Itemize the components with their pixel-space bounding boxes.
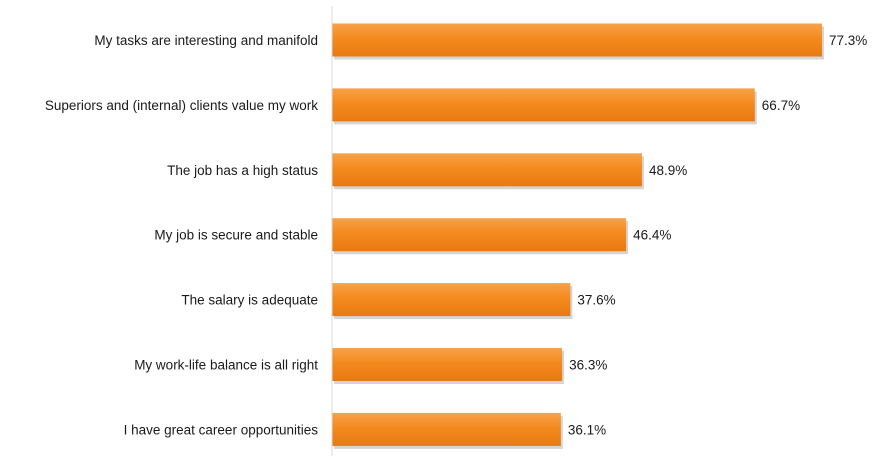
value-label: 66.7%	[762, 98, 800, 113]
bar	[332, 153, 642, 187]
category-label: The salary is adequate	[181, 293, 318, 308]
value-labels: 77.3% 66.7% 48.9% 46.4% 37.6% 36.3% 36.1%	[568, 33, 867, 437]
category-label: My work-life balance is all right	[134, 358, 318, 373]
bar	[332, 412, 561, 446]
category-label: I have great career opportunities	[124, 422, 319, 437]
bar	[332, 348, 563, 381]
category-label: My job is secure and stable	[154, 228, 318, 243]
bars	[332, 23, 822, 446]
value-label: 77.3%	[829, 33, 867, 48]
value-label: 36.3%	[569, 358, 607, 373]
category-label: My tasks are interesting and manifold	[94, 33, 318, 48]
bar	[332, 88, 755, 122]
bar	[332, 218, 627, 252]
category-label: Superiors and (internal) clients value m…	[45, 98, 318, 113]
value-label: 48.9%	[649, 163, 687, 178]
bar	[332, 23, 822, 57]
value-label: 36.1%	[568, 422, 606, 437]
value-label: 37.6%	[577, 293, 615, 308]
bar	[332, 283, 571, 317]
category-label: The job has a high status	[167, 163, 318, 178]
value-label: 46.4%	[633, 228, 671, 243]
category-labels: My tasks are interesting and manifold Sup…	[45, 33, 318, 437]
